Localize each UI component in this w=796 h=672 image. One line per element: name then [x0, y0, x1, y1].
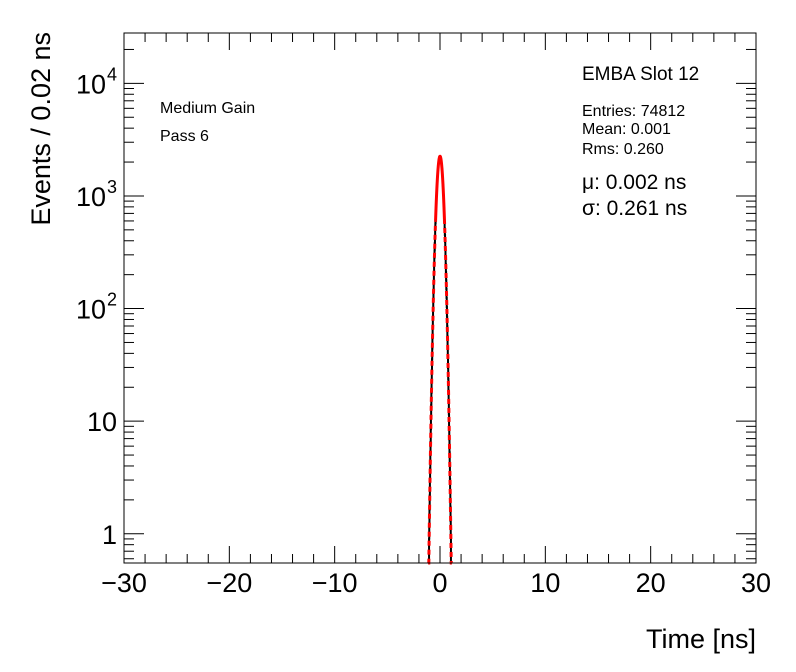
x-tick-label: −30: [101, 568, 147, 598]
y-tick-exponent: 4: [107, 64, 117, 84]
y-tick-exponent: 3: [107, 177, 117, 197]
x-tick-label: −10: [312, 568, 358, 598]
stats-rms: Rms: 0.260: [582, 141, 664, 158]
fit-curve: [434, 154, 446, 221]
chart-title: EMBA Slot 12: [582, 64, 699, 85]
histogram-layer: [428, 155, 452, 563]
stats-mean: Mean: 0.001: [582, 121, 671, 138]
x-tick-label: −20: [206, 568, 252, 598]
annotation-pass: Pass 6: [160, 128, 209, 145]
y-tick-label: 10: [87, 407, 117, 437]
x-tick-label: 20: [636, 568, 666, 598]
histogram-series: [428, 155, 452, 563]
fit-sigma: σ: 0.261 ns: [582, 197, 687, 220]
annotation-gain: Medium Gain: [160, 100, 255, 117]
y-tick-exponent: 2: [107, 290, 117, 310]
y-tick-label: 10: [76, 69, 106, 99]
fit-curve-tail: [427, 220, 438, 565]
fit-curve-tail: [442, 218, 453, 565]
stats-entries: Entries: 74812: [582, 103, 685, 120]
x-tick-label: 0: [432, 568, 447, 598]
fit-mu: μ: 0.002 ns: [582, 171, 686, 194]
x-axis-label: Time [ns]: [646, 624, 756, 654]
fit-layer: [427, 154, 453, 565]
y-tick-label: 1: [102, 520, 117, 550]
x-tick-label: 30: [741, 568, 771, 598]
y-tick-label: 10: [76, 182, 106, 212]
y-axis-label: Events / 0.02 ns: [26, 32, 56, 226]
y-tick-label: 10: [76, 295, 106, 325]
x-tick-label: 10: [530, 568, 560, 598]
